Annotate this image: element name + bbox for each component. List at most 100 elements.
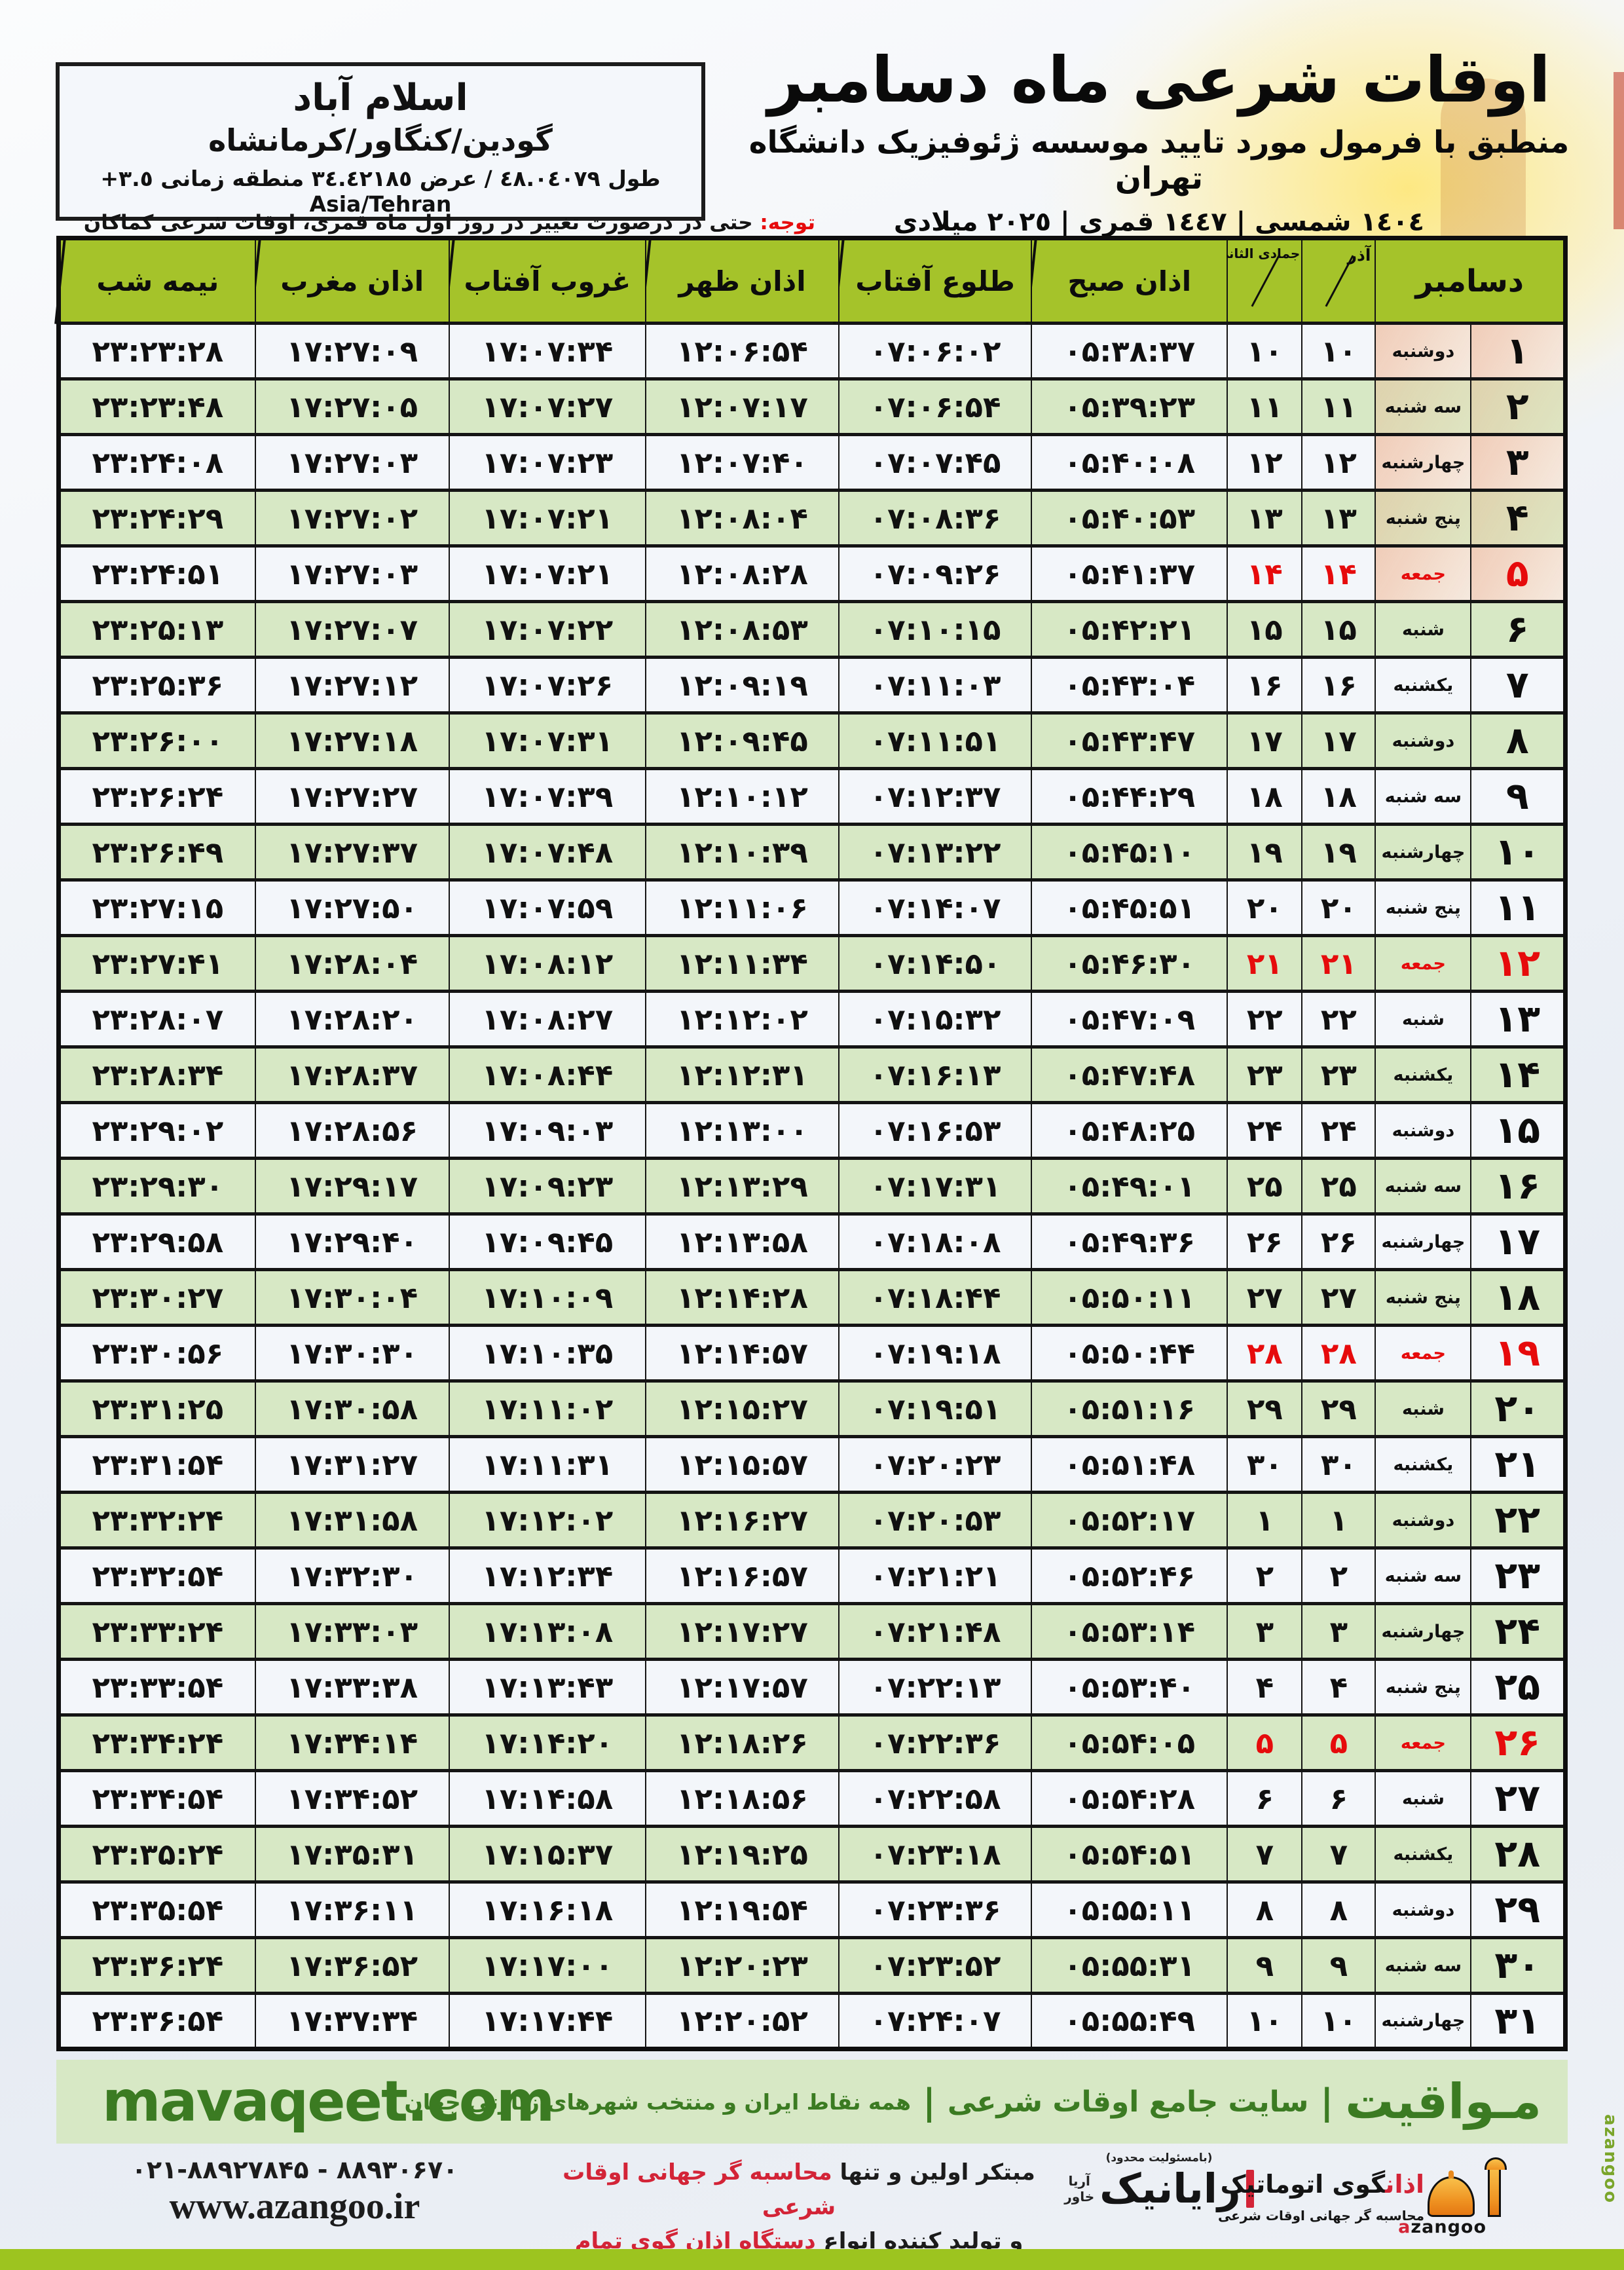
cell-maghrib: ۱۷:۲۷:۰۹ bbox=[254, 322, 450, 381]
slogan-line-1: مبتکر اولین و تنها محاسبه گر جهانی اوقات… bbox=[563, 2159, 1035, 2220]
cell-maghrib: ۱۷:۳۴:۱۴ bbox=[254, 1713, 450, 1772]
cell-weekday: دوشنبه bbox=[1375, 1880, 1472, 1939]
cell-dhuhr: ۱۲:۱۹:۵۴ bbox=[644, 1880, 840, 1939]
table-row: ۲۶ جمعه ۵ ۵ ۰۵:۵۴:۰۵ ۰۷:۲۲:۳۶ ۱۲:۱۸:۲۶ ۱۷:۱۴:۲۰… bbox=[58, 1713, 1566, 1772]
cell-dhuhr: ۱۲:۰۸:۰۴ bbox=[644, 489, 840, 548]
cell-dhuhr: ۱۲:۱۸:۵۶ bbox=[644, 1769, 840, 1828]
region-name: گودین/کنگاور/کرمانشاه bbox=[208, 122, 553, 158]
cell-weekday: دوشنبه bbox=[1375, 1491, 1472, 1550]
cell-day: ۱۱ bbox=[1470, 878, 1566, 937]
cell-fajr: ۰۵:۳۸:۳۷ bbox=[1031, 322, 1228, 381]
cell-maghrib: ۱۷:۲۷:۱۸ bbox=[254, 711, 450, 770]
cell-solar: ۱۸ bbox=[1301, 767, 1376, 826]
cell-day: ۲۱ bbox=[1470, 1435, 1566, 1494]
cell-fajr: ۰۵:۴۹:۳۶ bbox=[1031, 1212, 1228, 1271]
cell-sunrise: ۰۷:۱۲:۳۷ bbox=[838, 767, 1033, 826]
cell-solar: ۱۰ bbox=[1301, 322, 1376, 381]
cell-midnight: ۲۳:۳۳:۲۴ bbox=[58, 1602, 256, 1661]
cell-day: ۲۹ bbox=[1470, 1880, 1566, 1939]
cell-midnight: ۲۳:۳۰:۵۶ bbox=[58, 1324, 256, 1383]
cell-midnight: ۲۳:۲۵:۳۶ bbox=[58, 656, 256, 715]
cell-fajr: ۰۵:۴۶:۳۰ bbox=[1031, 934, 1228, 993]
cell-weekday: دوشنبه bbox=[1375, 711, 1472, 770]
table-row: ۳ چهارشنبه ۱۲ ۱۲ ۰۵:۴۰:۰۸ ۰۷:۰۷:۴۵ ۱۲:۰۷:۴۰ ۱۷:… bbox=[58, 433, 1566, 492]
cell-sunset: ۱۷:۰۹:۴۵ bbox=[448, 1212, 646, 1271]
cell-fajr: ۰۵:۴۷:۰۹ bbox=[1031, 990, 1228, 1049]
table-row: ۲۵ پنج شنبه ۴ ۴ ۰۵:۵۳:۴۰ ۰۷:۲۲:۱۳ ۱۲:۱۷:۵۷ ۱۷:۱… bbox=[58, 1658, 1566, 1717]
cell-lunar: ۵ bbox=[1227, 1713, 1303, 1772]
cell-sunrise: ۰۷:۲۴:۰۷ bbox=[838, 1992, 1033, 2051]
cell-solar: ۱۱ bbox=[1301, 377, 1376, 436]
cell-dhuhr: ۱۲:۱۳:۵۸ bbox=[644, 1212, 840, 1271]
cell-weekday: پنج شنبه bbox=[1375, 1268, 1472, 1327]
cell-weekday: یکشنبه bbox=[1375, 1435, 1472, 1494]
bottom-lime-bar bbox=[0, 2249, 1624, 2270]
cell-midnight: ۲۳:۳۰:۲۷ bbox=[58, 1268, 256, 1327]
cell-midnight: ۲۳:۲۴:۰۸ bbox=[58, 433, 256, 492]
cell-solar: ۲۴ bbox=[1301, 1101, 1376, 1160]
cell-day: ۱ bbox=[1470, 322, 1566, 381]
cell-dhuhr: ۱۲:۱۱:۰۶ bbox=[644, 878, 840, 937]
header-maghrib: اذان مغرب bbox=[249, 237, 450, 324]
cell-dhuhr: ۱۲:۰۸:۵۳ bbox=[644, 600, 840, 659]
cell-day: ۴ bbox=[1470, 489, 1566, 548]
cell-solar: ۱۴ bbox=[1301, 544, 1376, 603]
cell-dhuhr: ۱۲:۱۵:۲۷ bbox=[644, 1379, 840, 1438]
cell-sunrise: ۰۷:۱۰:۱۵ bbox=[838, 600, 1033, 659]
cell-day: ۹ bbox=[1470, 767, 1566, 826]
azangoo-wordmark: azangoo bbox=[1398, 2217, 1486, 2237]
cell-sunrise: ۰۷:۱۹:۱۸ bbox=[838, 1324, 1033, 1383]
table-row: ۷ یکشنبه ۱۶ ۱۶ ۰۵:۴۳:۰۴ ۰۷:۱۱:۰۳ ۱۲:۰۹:۱۹ ۱۷:۰۷… bbox=[58, 656, 1566, 715]
cell-sunrise: ۰۷:۲۲:۱۳ bbox=[838, 1658, 1033, 1717]
cell-maghrib: ۱۷:۲۷:۰۲ bbox=[254, 489, 450, 548]
cell-solar: ۱۵ bbox=[1301, 600, 1376, 659]
cell-dhuhr: ۱۲:۱۵:۵۷ bbox=[644, 1435, 840, 1494]
table-header-row: دسامبر آذر دی جمادی الثانی رجب اذان صب bbox=[54, 237, 1566, 324]
cell-day: ۳۱ bbox=[1470, 1992, 1566, 2051]
cell-solar: ۲۱ bbox=[1301, 934, 1376, 993]
table-row: ۱۷ چهارشنبه ۲۶ ۲۶ ۰۵:۴۹:۳۶ ۰۷:۱۸:۰۸ ۱۲:۱۳:۵۸ ۱۷… bbox=[58, 1212, 1566, 1271]
cell-sunset: ۱۷:۱۱:۰۲ bbox=[448, 1379, 646, 1438]
cell-midnight: ۲۳:۲۹:۵۸ bbox=[58, 1212, 256, 1271]
cell-fajr: ۰۵:۵۱:۱۶ bbox=[1031, 1379, 1228, 1438]
cell-day: ۱۹ bbox=[1470, 1324, 1566, 1383]
cell-weekday: دوشنبه bbox=[1375, 322, 1472, 381]
header-solar-month: آذر دی bbox=[1301, 237, 1376, 324]
cell-maghrib: ۱۷:۲۷:۰۳ bbox=[254, 433, 450, 492]
cell-midnight: ۲۳:۳۴:۵۴ bbox=[58, 1769, 256, 1828]
cell-maghrib: ۱۷:۲۷:۱۲ bbox=[254, 656, 450, 715]
notice-label: توجه: bbox=[760, 211, 815, 234]
cell-sunrise: ۰۷:۲۳:۳۶ bbox=[838, 1880, 1033, 1939]
rayanik-sub2: خاور bbox=[1064, 2188, 1095, 2205]
cell-maghrib: ۱۷:۲۷:۰۷ bbox=[254, 600, 450, 659]
cell-midnight: ۲۳:۲۷:۱۵ bbox=[58, 878, 256, 937]
cell-lunar: ۱۴ bbox=[1227, 544, 1303, 603]
cell-fajr: ۰۵:۵۵:۴۹ bbox=[1031, 1992, 1228, 2051]
cell-lunar: ۲۹ bbox=[1227, 1379, 1303, 1438]
cell-midnight: ۲۳:۲۳:۴۸ bbox=[58, 377, 256, 436]
title-block: اوقات شرعی ماه دسامبر منطبق با فرمول مور… bbox=[733, 43, 1585, 236]
cell-lunar: ۱۶ bbox=[1227, 656, 1303, 715]
cell-maghrib: ۱۷:۳۰:۰۴ bbox=[254, 1268, 450, 1327]
cell-weekday: شنبه bbox=[1375, 990, 1472, 1049]
cell-sunrise: ۰۷:۱۶:۵۳ bbox=[838, 1101, 1033, 1160]
cell-fajr: ۰۵:۵۰:۱۱ bbox=[1031, 1268, 1228, 1327]
cell-fajr: ۰۵:۵۱:۴۸ bbox=[1031, 1435, 1228, 1494]
cell-midnight: ۲۳:۲۹:۰۲ bbox=[58, 1101, 256, 1160]
cell-lunar: ۶ bbox=[1227, 1769, 1303, 1828]
header-sunrise: طلوع آفتاب bbox=[833, 237, 1033, 324]
cell-dhuhr: ۱۲:۱۶:۵۷ bbox=[644, 1546, 840, 1605]
cell-weekday: سه شنبه bbox=[1375, 1546, 1472, 1605]
cell-solar: ۲۲ bbox=[1301, 990, 1376, 1049]
cell-lunar: ۱۱ bbox=[1227, 377, 1303, 436]
cell-sunrise: ۰۷:۰۶:۰۲ bbox=[838, 322, 1033, 381]
cell-lunar: ۳ bbox=[1227, 1602, 1303, 1661]
cell-sunset: ۱۷:۱۷:۴۴ bbox=[448, 1992, 646, 2051]
page-title: اوقات شرعی ماه دسامبر bbox=[767, 43, 1551, 117]
cell-fajr: ۰۵:۵۳:۱۴ bbox=[1031, 1602, 1228, 1661]
cell-sunset: ۱۷:۱۷:۰۰ bbox=[448, 1936, 646, 1995]
cell-lunar: ۱۲ bbox=[1227, 433, 1303, 492]
rayanik-logo: (بامسئولیت محدود) رایانیک آریا خاور bbox=[1061, 2151, 1257, 2212]
cell-maghrib: ۱۷:۲۷:۵۰ bbox=[254, 878, 450, 937]
cell-sunrise: ۰۷:۰۶:۵۴ bbox=[838, 377, 1033, 436]
